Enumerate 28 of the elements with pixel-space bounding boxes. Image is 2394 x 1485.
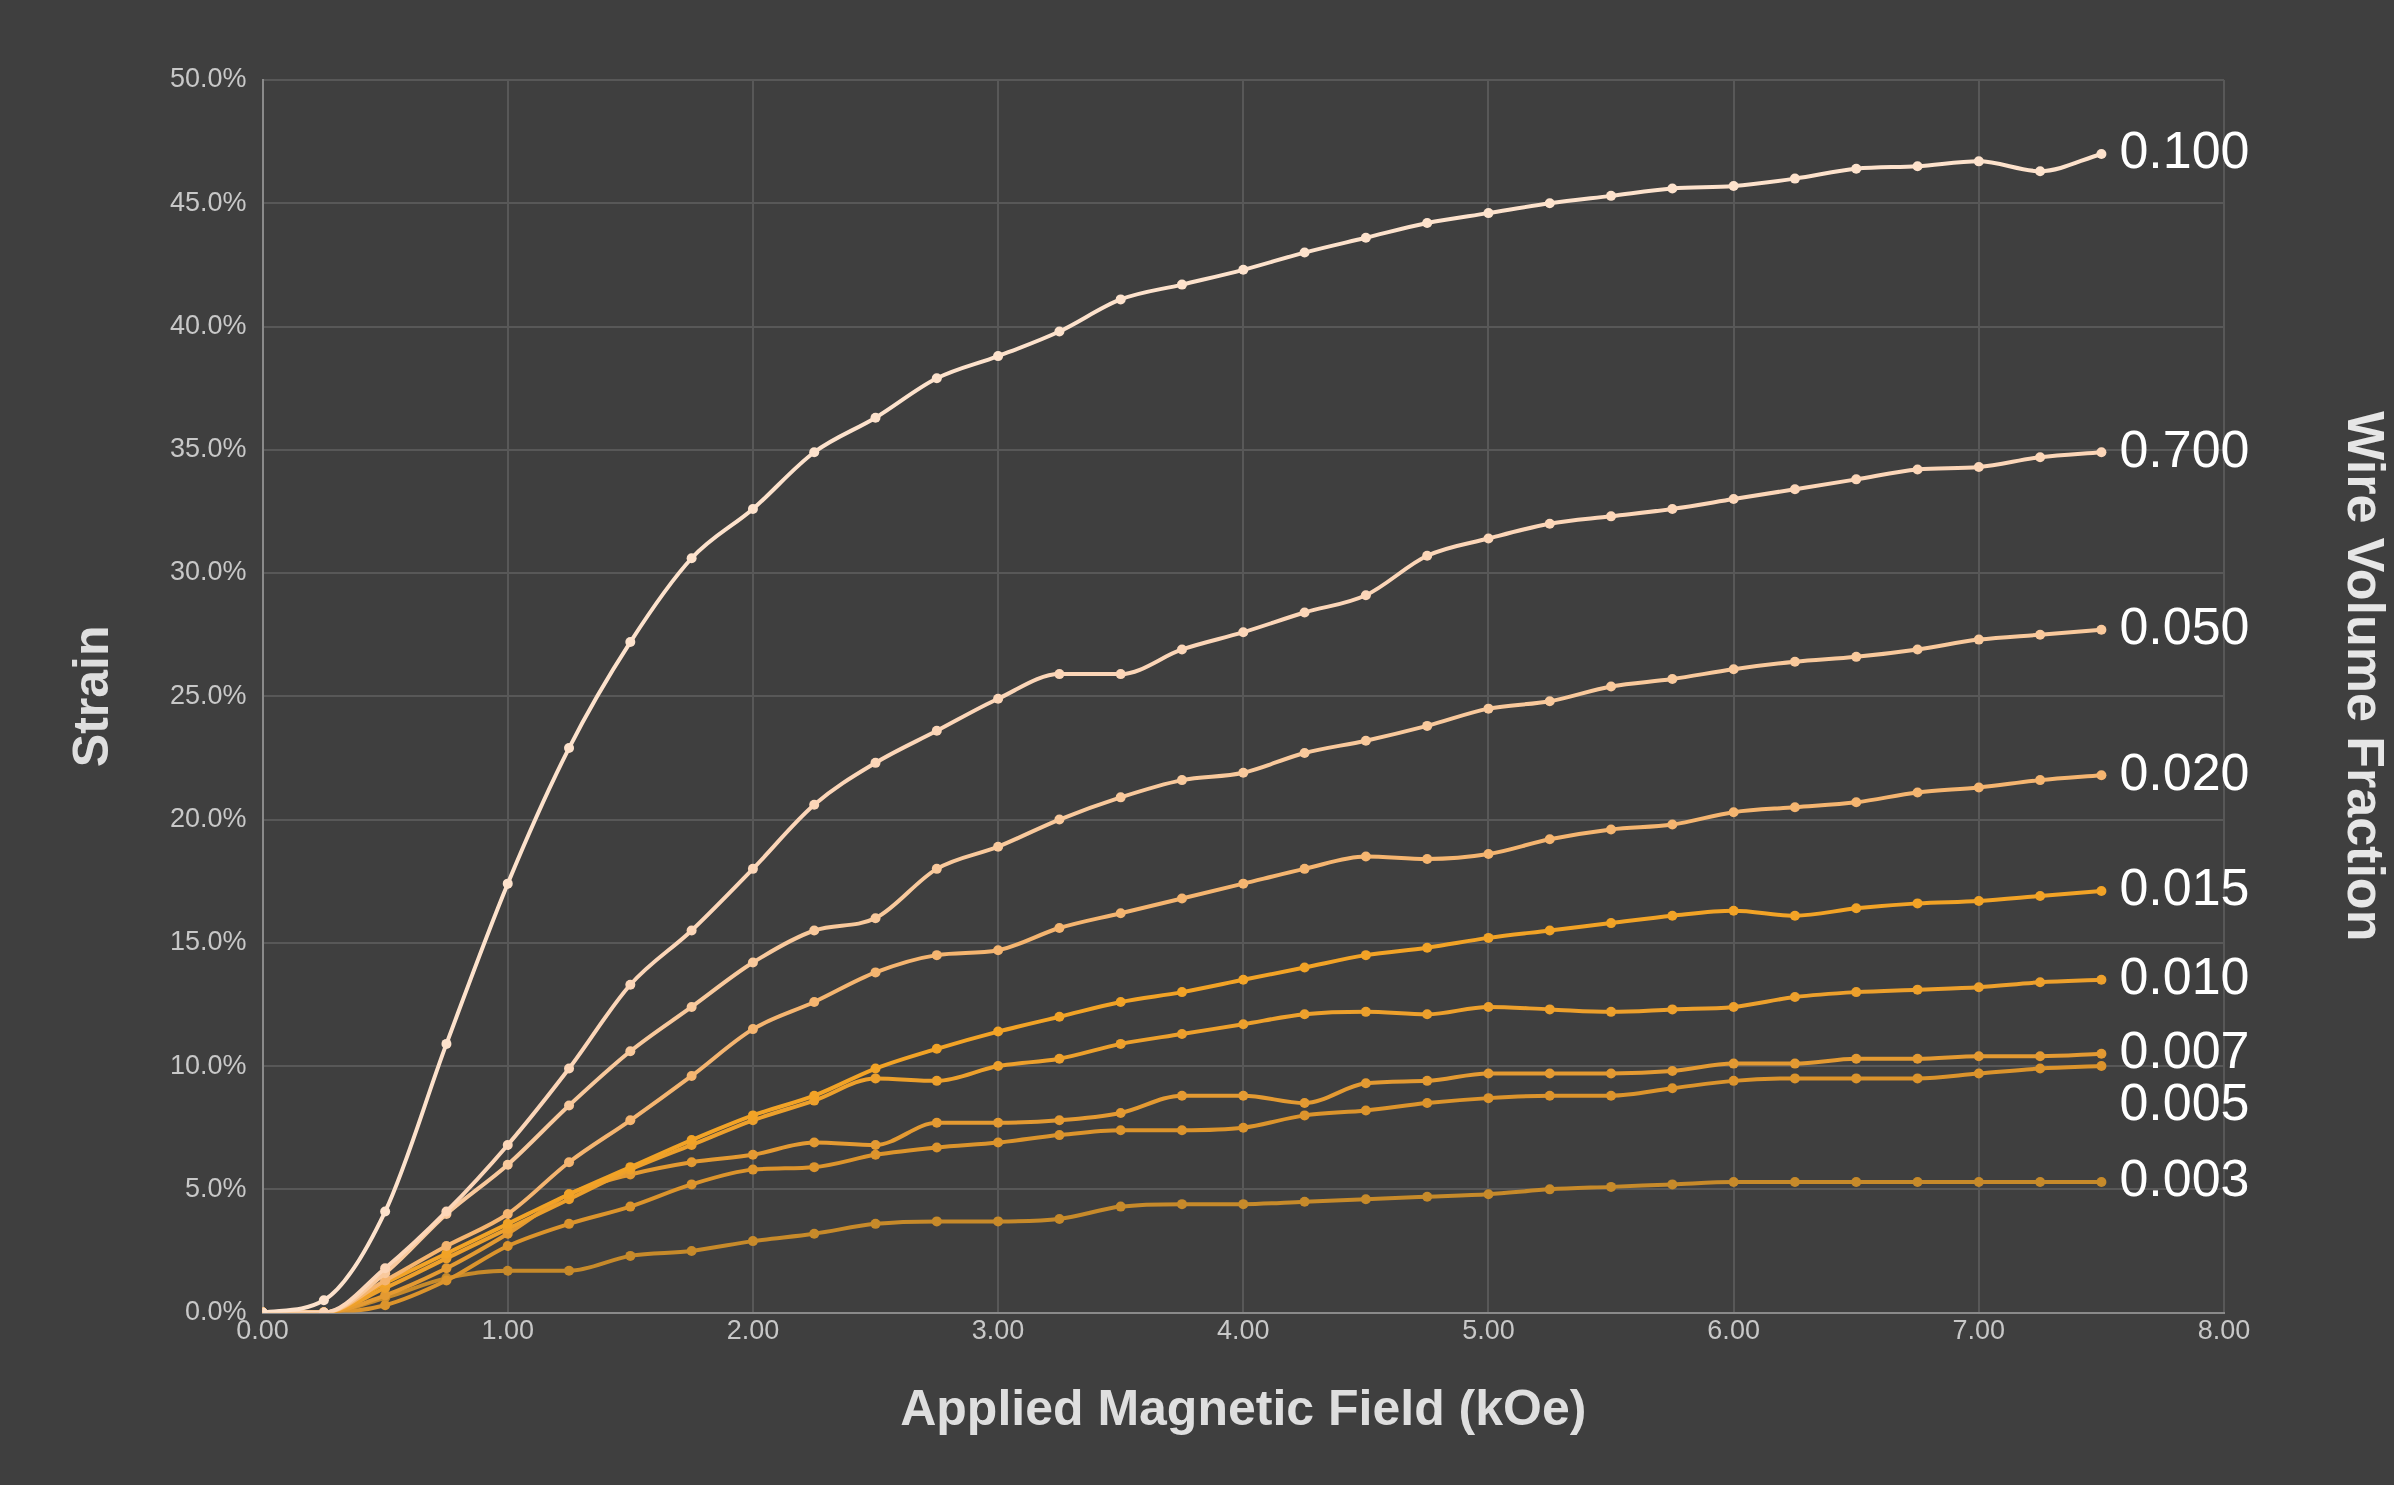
x-axis-title: Applied Magnetic Field (kOe): [900, 1379, 1587, 1436]
series-label: 0.050: [2119, 597, 2250, 656]
x-tick-label: 4.00: [1217, 1315, 1270, 1346]
y-tick-label: 20.0%: [169, 803, 247, 834]
y-tick-label: 45.0%: [169, 186, 247, 217]
y-tick-label: 10.0%: [169, 1049, 247, 1080]
x-tick-label: 5.00: [1462, 1315, 1515, 1346]
series-label: 0.020: [2119, 742, 2250, 801]
y-tick-label: 25.0%: [169, 679, 247, 710]
x-tick-label: 3.00: [971, 1315, 1025, 1346]
series-label: 0.700: [2119, 419, 2250, 478]
series-label: 0.010: [2119, 947, 2250, 1006]
series-label: 0.015: [2119, 858, 2250, 917]
x-tick-label: 7.00: [1952, 1315, 2006, 1346]
x-tick-label: 8.00: [2197, 1315, 2251, 1346]
legend-title: Wire Volume Fraction: [2336, 411, 2394, 942]
y-tick-label: 15.0%: [169, 926, 247, 957]
y-tick-label: 30.0%: [169, 556, 247, 587]
x-tick-label: 1.00: [481, 1315, 535, 1346]
series-label: 0.003: [2119, 1149, 2250, 1208]
x-tick-label: 2.00: [726, 1315, 780, 1346]
y-tick-label: 40.0%: [169, 309, 247, 340]
x-tick-label: 6.00: [1707, 1315, 1760, 1346]
y-tick-label: 35.0%: [169, 433, 247, 464]
series-label: 0.100: [2119, 121, 2250, 180]
y-axis-title: Strain: [62, 625, 119, 768]
y-tick-label: 5.0%: [185, 1172, 247, 1203]
y-tick-label: 50.0%: [169, 63, 247, 94]
